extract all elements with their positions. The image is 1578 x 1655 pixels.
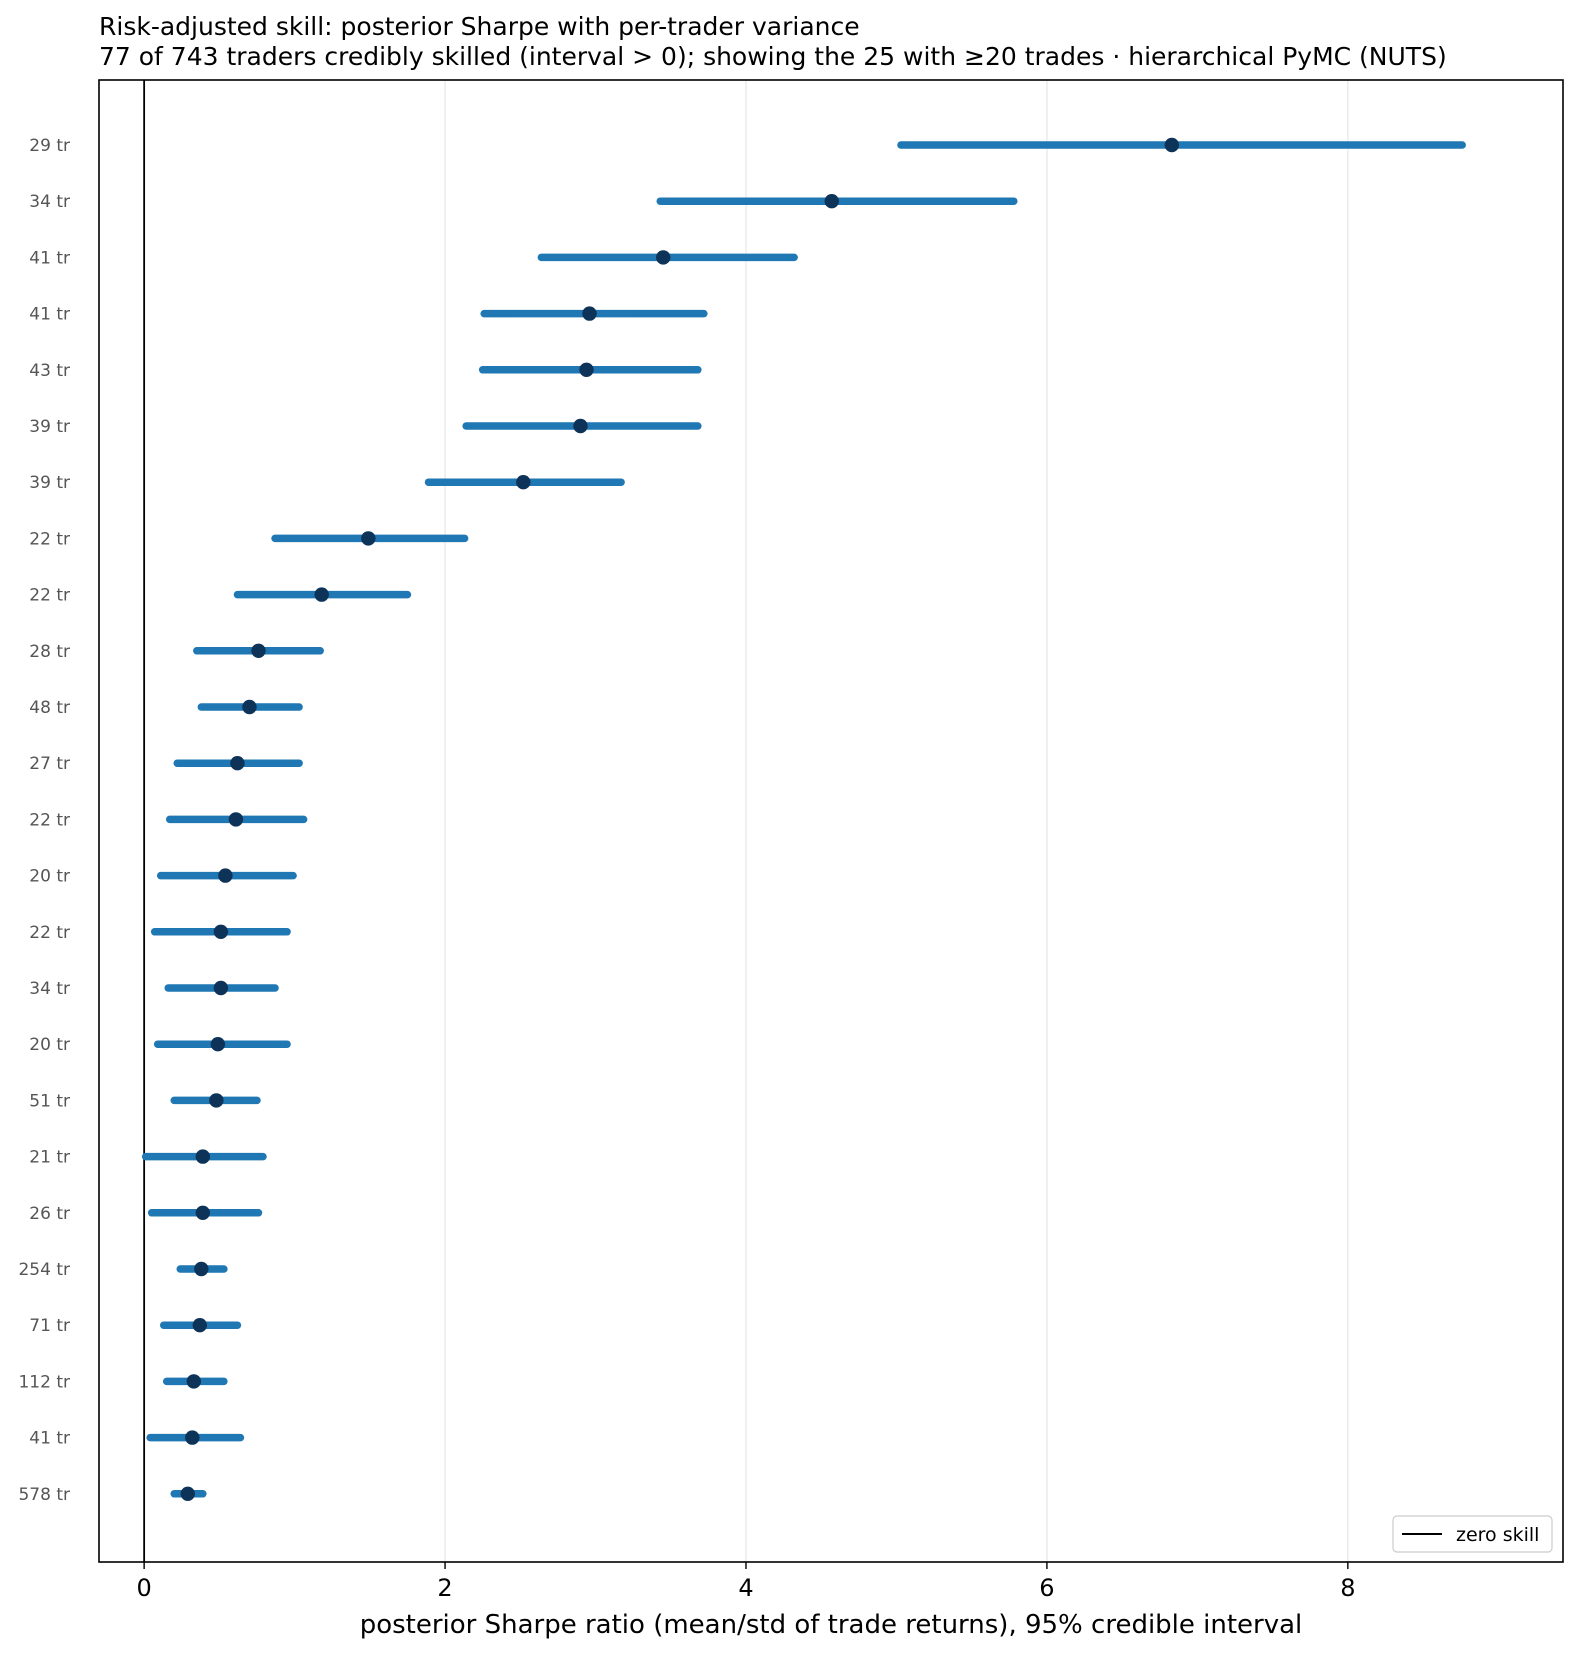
posterior-mean-point [180,1486,195,1502]
y-tick-label: 27 tr [29,754,70,774]
y-tick-label: 48 tr [29,698,70,718]
posterior-mean-point [314,587,329,602]
posterior-mean-point [573,418,588,434]
x-axis-label: posterior Sharpe ratio (mean/std of trad… [360,1610,1303,1640]
y-tick-label: 20 tr [29,867,70,887]
posterior-mean-point [579,362,594,377]
y-tick-label: 41 tr [29,1429,70,1449]
posterior-mean-point [230,756,245,771]
y-tick-label: 22 tr [29,529,70,549]
posterior-mean-point [195,1149,211,1164]
posterior-mean-point [516,475,531,490]
posterior-mean-point [824,194,839,209]
posterior-mean-point [242,699,257,715]
y-tick-label: 34 tr [29,979,70,999]
y-tick-label: 112 tr [18,1372,70,1392]
posterior-mean-point [251,643,266,658]
y-tick-label: 22 tr [29,923,70,943]
y-tick-label: 28 tr [29,642,70,662]
y-tick-label: 41 tr [29,248,70,268]
y-tick-label: 43 tr [29,361,70,381]
legend: zero skill [1392,1515,1553,1553]
posterior-mean-point [194,1261,209,1277]
posterior-mean-point [228,812,244,827]
posterior-mean-point [195,1205,211,1221]
y-tick-label: 41 tr [29,305,70,325]
y-tick-label: 578 tr [18,1485,70,1505]
plot-frame [98,79,1564,1563]
chart-subtitle: 77 of 743 traders credibly skilled (inte… [99,42,1447,71]
y-tick-label: 22 tr [29,586,70,606]
y-tick-label: 39 tr [29,417,70,437]
interval-marks [141,137,1466,1502]
y-tick-label: 34 tr [29,192,70,212]
gridlines [444,80,1349,1562]
posterior-mean-point [213,980,229,996]
posterior-mean-point [582,306,597,321]
y-tick-label: 26 tr [29,1204,70,1224]
posterior-mean-point [210,1037,226,1052]
legend-label: zero skill [1456,1524,1539,1546]
y-tick-label: 22 tr [29,810,70,830]
x-tick-label: 8 [1340,1574,1355,1602]
y-tick-label: 29 tr [29,136,70,156]
posterior-mean-point [1164,137,1179,153]
x-tick-label: 0 [136,1574,151,1602]
y-tick-label: 39 tr [29,473,70,493]
posterior-mean-point [213,924,229,939]
x-tick-label: 6 [1039,1574,1054,1602]
posterior-mean-point [192,1318,208,1333]
posterior-mean-point [218,868,233,883]
y-tick-label: 20 tr [29,1035,70,1055]
posterior-mean-point [186,1374,201,1389]
chart-title: Risk-adjusted skill: posterior Sharpe wi… [99,12,860,41]
y-axis-ticks: 29 tr 34 tr 41 tr 41 tr 43 tr 39 tr 39 tr 22 tr… [18,136,70,1505]
posterior-mean-point [656,250,671,265]
x-tick-label: 2 [437,1574,452,1602]
posterior-mean-point [361,531,376,546]
y-tick-label: 254 tr [18,1260,70,1280]
y-tick-label: 21 tr [29,1148,70,1168]
posterior-mean-point [209,1093,224,1108]
x-axis-ticks: 0 2 4 6 8 [136,1562,1355,1602]
y-tick-label: 51 tr [29,1091,70,1111]
posterior-mean-point [185,1430,200,1445]
x-tick-label: 4 [738,1574,753,1602]
legend-box [1392,1515,1553,1553]
y-tick-label: 71 tr [29,1316,70,1336]
